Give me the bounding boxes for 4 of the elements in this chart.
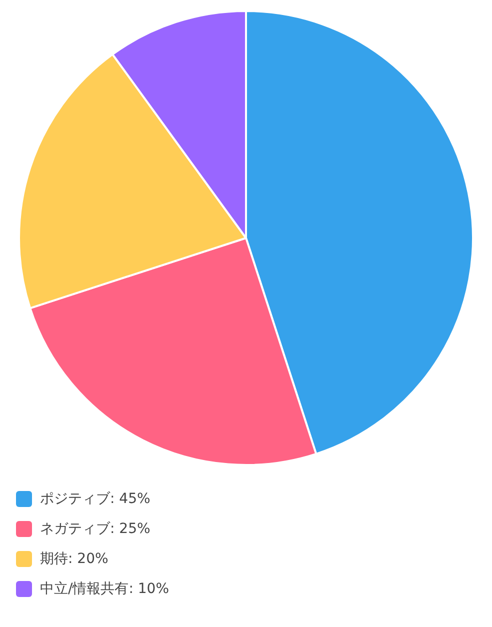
legend-label: 中立/情報共有: 10%: [40, 580, 170, 598]
legend-label: ネガティブ: 25%: [40, 520, 150, 538]
legend-label: ポジティブ: 45%: [40, 490, 150, 508]
legend-label: 期待: 20%: [40, 550, 108, 568]
